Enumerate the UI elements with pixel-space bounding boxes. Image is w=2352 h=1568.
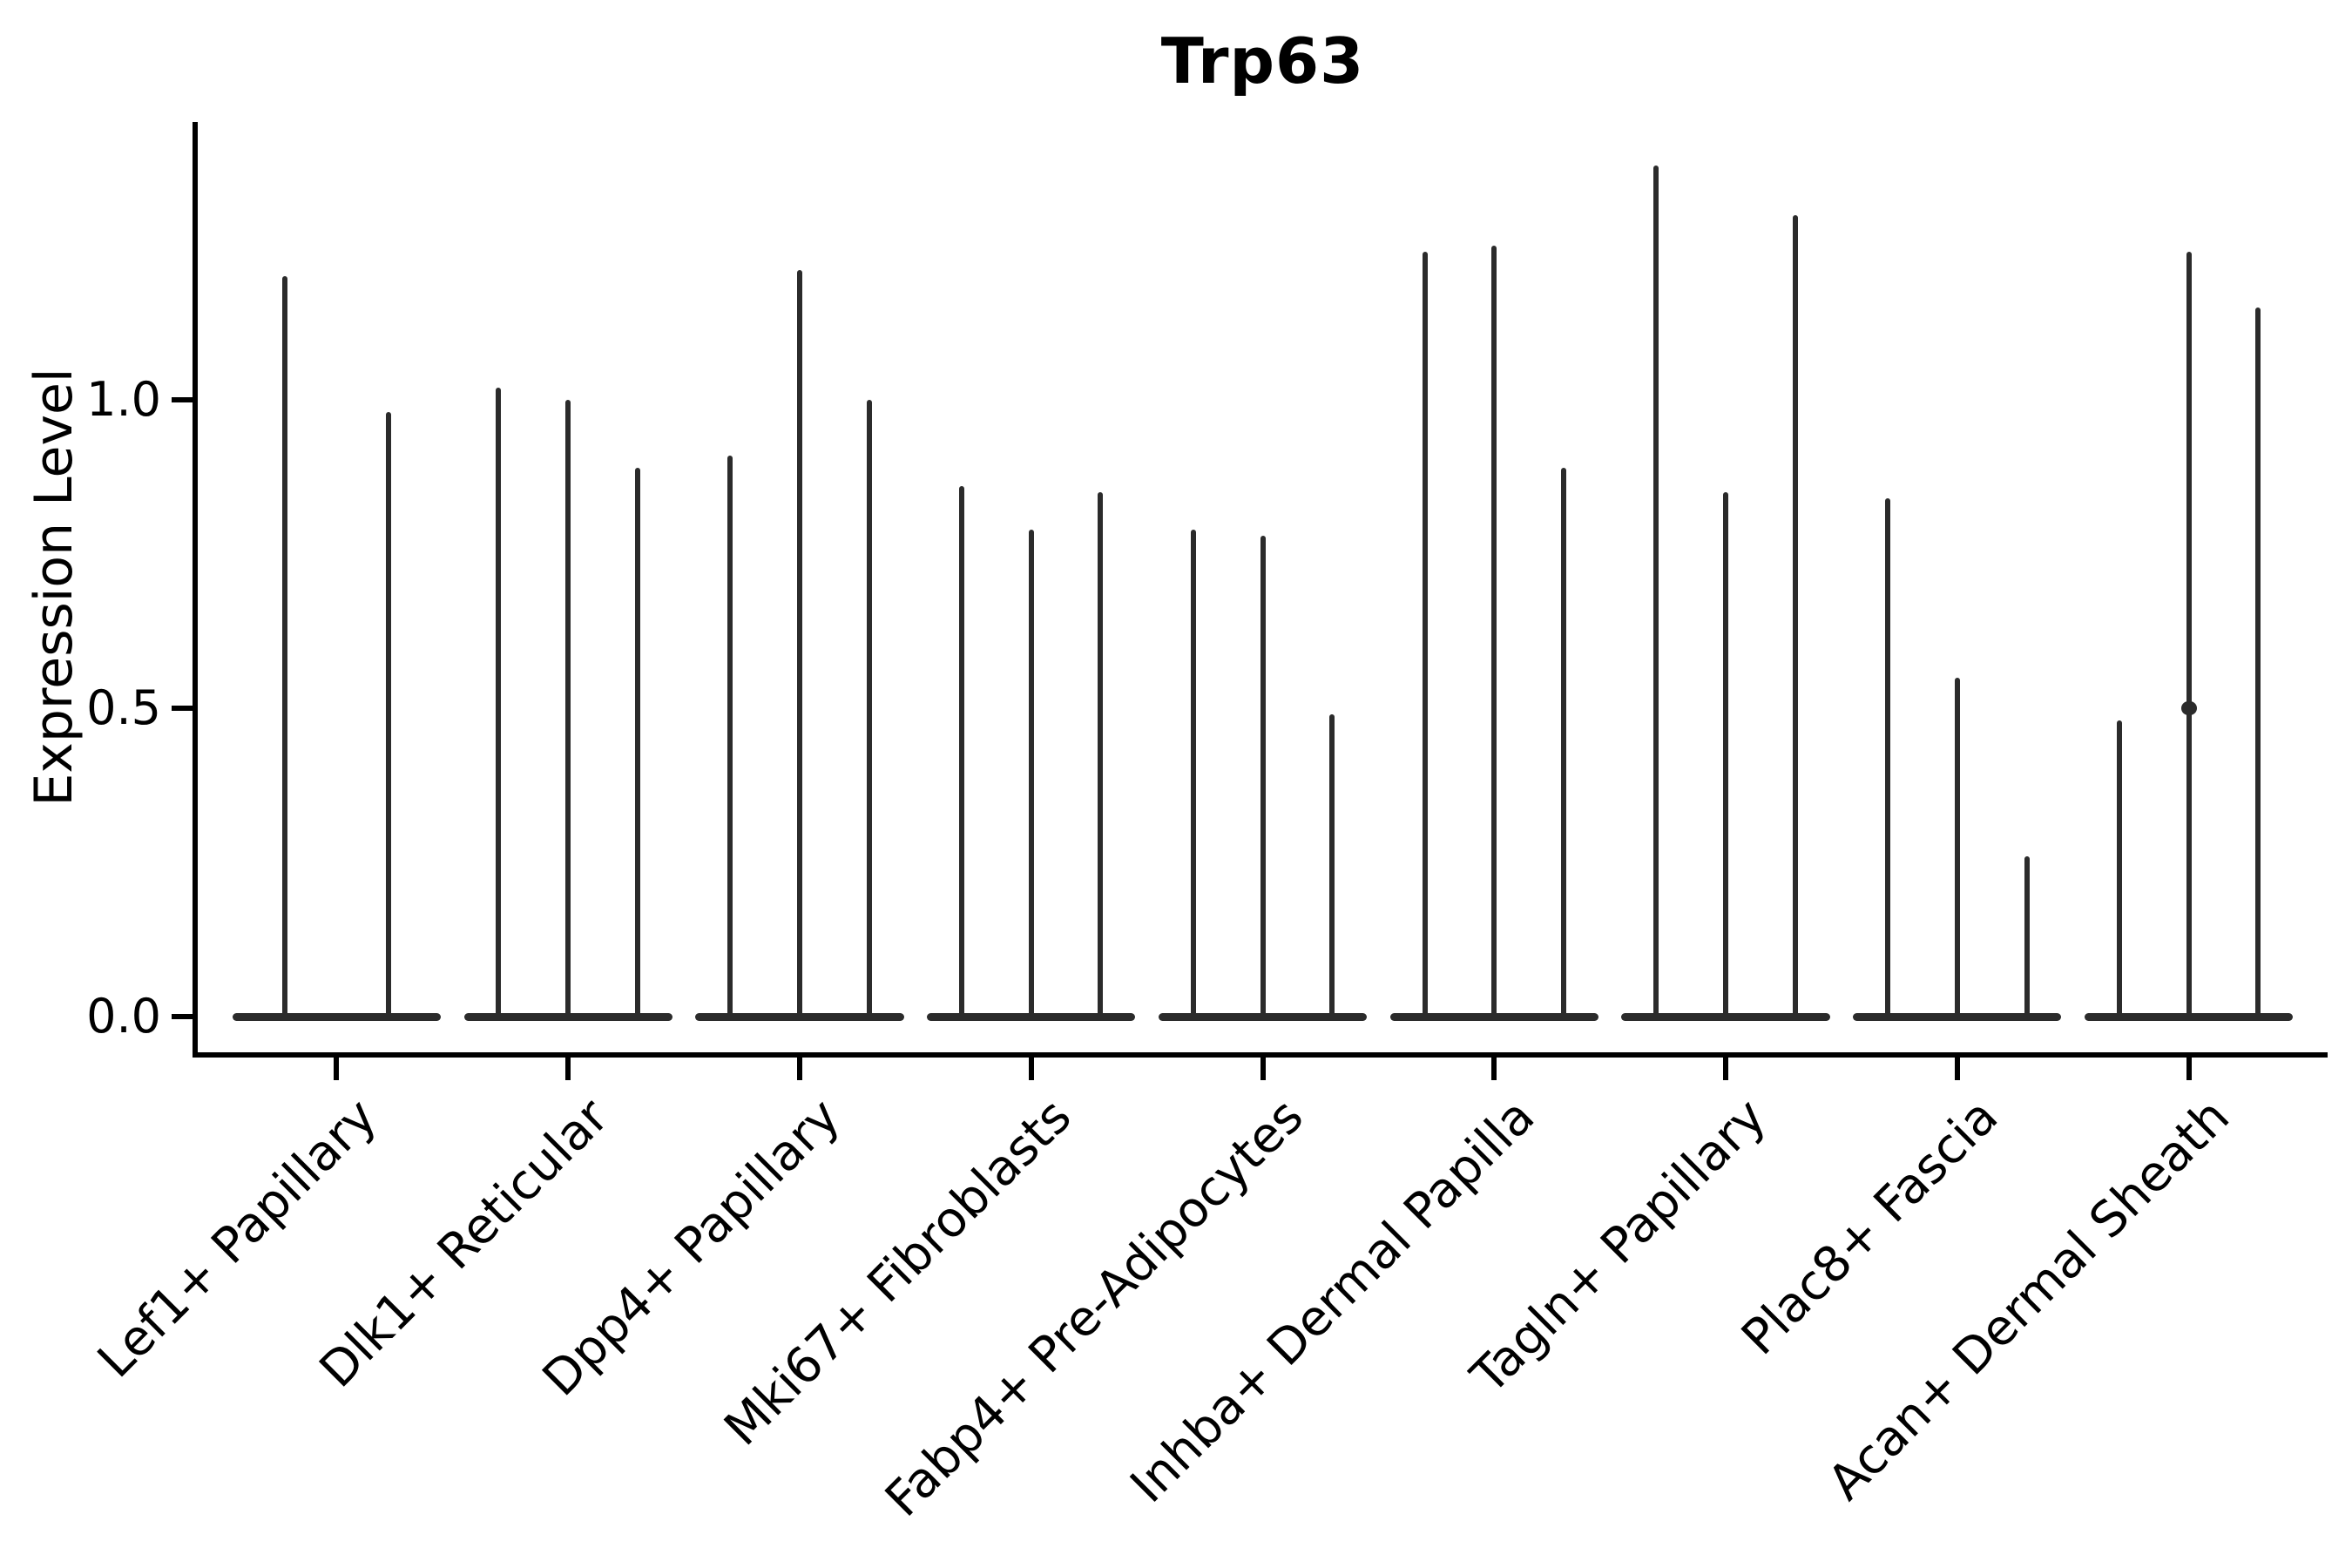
violin-spike	[2024, 855, 2030, 1021]
y-tick-mark	[172, 706, 193, 711]
violin-spike	[1560, 467, 1566, 1021]
y-tick-label: 0.0	[86, 989, 161, 1044]
violin-spike	[1792, 214, 1798, 1021]
violin-spike	[1260, 535, 1266, 1021]
x-tick-mark	[1028, 1058, 1034, 1080]
violin-spike	[2186, 252, 2192, 1021]
violin-spike	[1885, 498, 1891, 1021]
violin-spike	[634, 467, 640, 1021]
violin-spike	[2116, 720, 2122, 1021]
violin-spike	[496, 387, 502, 1021]
spike-mark	[2180, 701, 2197, 715]
x-tick-label: Fabp4+ Pre-Adipocytes	[875, 1088, 1315, 1528]
x-tick-mark	[2186, 1058, 2192, 1080]
x-tick-mark	[1723, 1058, 1729, 1080]
violin-spike	[727, 455, 733, 1021]
violin-spike	[1098, 492, 1104, 1021]
x-tick-label: Acan+ Dermal Sheath	[1817, 1088, 2240, 1511]
x-tick-mark	[796, 1058, 802, 1080]
x-tick-mark	[1491, 1058, 1497, 1080]
violin-spike	[565, 400, 571, 1021]
y-tick-label: 0.5	[86, 680, 161, 735]
violin-spike	[1329, 714, 1335, 1021]
violin-spike	[386, 412, 392, 1021]
violin-spike	[1190, 529, 1196, 1021]
plot-title: Trp63	[1160, 24, 1365, 98]
violin-spike	[959, 486, 964, 1021]
y-axis-spine	[193, 122, 198, 1058]
x-tick-mark	[334, 1058, 340, 1080]
y-tick-mark	[172, 1014, 193, 1019]
violin-spike	[1723, 492, 1729, 1021]
violin-spike	[281, 276, 287, 1021]
violin-spike	[866, 400, 872, 1021]
x-tick-mark	[1954, 1058, 1960, 1080]
violin-spike	[1422, 252, 1428, 1021]
y-tick-label: 1.0	[86, 372, 161, 427]
violin-baseline	[232, 1013, 442, 1021]
violin-spike	[1653, 165, 1659, 1021]
violin-spike	[1491, 246, 1497, 1021]
x-tick-mark	[1260, 1058, 1266, 1080]
violin-spike	[2255, 307, 2261, 1021]
violin-spike	[1954, 677, 1960, 1021]
y-axis-label: Expression Level	[24, 368, 84, 807]
violin-spike	[1028, 529, 1034, 1021]
y-tick-mark	[172, 397, 193, 402]
x-tick-mark	[565, 1058, 571, 1080]
violin-spike	[796, 270, 802, 1021]
x-axis-spine	[193, 1052, 2328, 1058]
x-tick-label: Inhba+ Dermal Papilla	[1119, 1088, 1546, 1514]
